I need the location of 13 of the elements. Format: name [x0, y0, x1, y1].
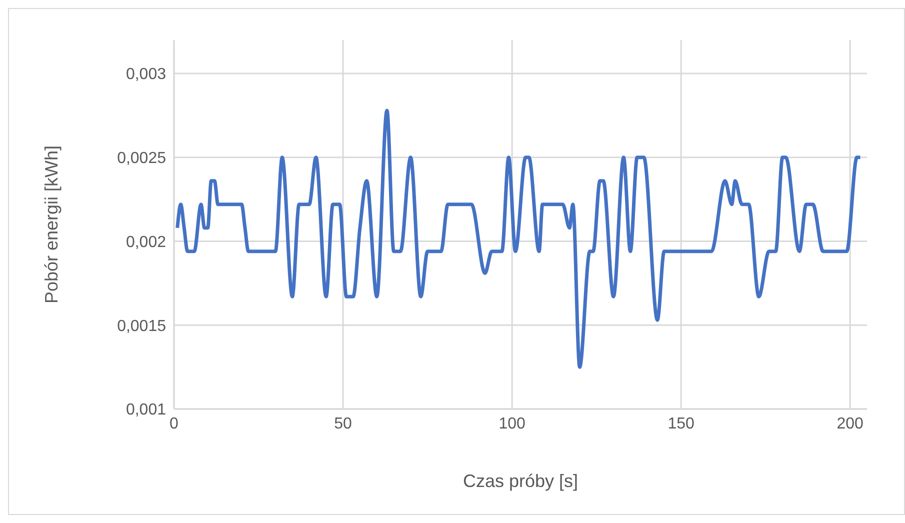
y-tick-label: 0,001 — [126, 402, 166, 419]
x-tick-label: 50 — [334, 415, 352, 432]
y-tick-label: 0,0015 — [117, 318, 166, 335]
line-series — [176, 108, 862, 369]
y-tick-label: 0,002 — [126, 234, 166, 251]
y-tick-label: 0,003 — [126, 66, 166, 84]
x-tick-label: 200 — [836, 415, 864, 432]
x-tick-label: 150 — [668, 415, 695, 432]
y-tick-label: 0,0025 — [117, 150, 166, 168]
x-tick-label: 0 — [170, 415, 179, 432]
y-axis-title: Pobór energii [kWh] — [41, 145, 62, 304]
x-axis-title: Czas próby [s] — [462, 471, 578, 491]
x-tick-label: 100 — [498, 415, 526, 432]
